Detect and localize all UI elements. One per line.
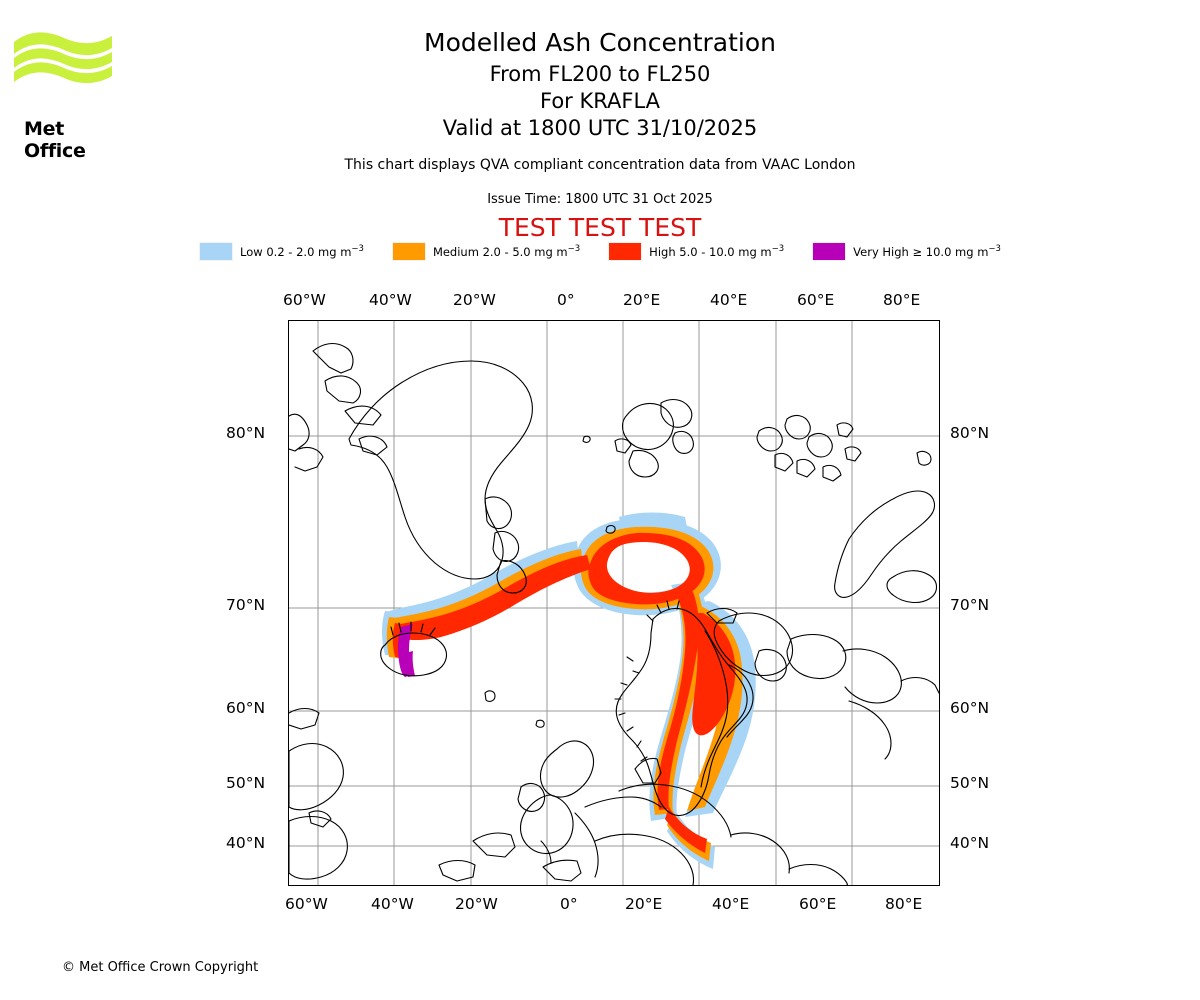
lat-tick-right-60: 60°N [950, 699, 990, 717]
lat-tick-right-40: 40°N [950, 834, 990, 852]
lon-tick-top-3: 0° [557, 291, 575, 309]
lon-tick-bottom-6: 60°E [799, 895, 837, 913]
legend-label-medium: Medium 2.0 - 5.0 mg m−3 [432, 244, 581, 259]
lat-tick-left-40: 40°N [226, 834, 266, 852]
lat-tick-right-50: 50°N [950, 774, 990, 792]
legend-swatch-low [199, 242, 234, 261]
lon-tick-bottom-4: 20°E [625, 895, 663, 913]
flight-level-subtitle: From FL200 to FL250 [489, 62, 711, 86]
legend-label-low: Low 0.2 - 2.0 mg m−3 [240, 244, 364, 259]
met-office-waves-icon [14, 32, 112, 84]
qva-note: This chart displays QVA compliant concen… [344, 157, 856, 173]
lon-tick-top-0: 60°W [283, 291, 326, 309]
legend-item-very-high: Very High ≥ 10.0 mg m−3 [812, 242, 1001, 261]
legend-item-high: High 5.0 - 10.0 mg m−3 [608, 242, 784, 261]
lon-tick-top-4: 20°E [623, 291, 661, 309]
lon-tick-bottom-3: 0° [560, 895, 578, 913]
lon-tick-bottom-5: 40°E [712, 895, 750, 913]
test-banner: TEST TEST TEST [498, 213, 702, 242]
lat-tick-left-60: 60°N [226, 699, 266, 717]
ash-concentration-map [288, 320, 940, 886]
lon-tick-bottom-2: 20°W [455, 895, 498, 913]
map-canvas [289, 321, 939, 885]
legend-swatch-high [608, 242, 643, 261]
map-frame [288, 320, 940, 886]
legend-label-high: High 5.0 - 10.0 mg m−3 [649, 244, 785, 259]
met-office-logo-text: Met Office [24, 118, 86, 162]
lon-tick-top-5: 40°E [710, 291, 748, 309]
lat-tick-right-70: 70°N [950, 596, 990, 614]
lon-tick-bottom-0: 60°W [285, 895, 328, 913]
plume-high-contour [392, 532, 736, 853]
page-title: Modelled Ash Concentration [424, 28, 776, 57]
lat-tick-left-50: 50°N [226, 774, 266, 792]
legend-swatch-medium [391, 242, 426, 261]
lat-tick-right-80: 80°N [950, 424, 990, 442]
copyright-notice: © Met Office Crown Copyright [62, 960, 259, 975]
map-gridlines [289, 321, 939, 885]
ash-plume-contours [382, 512, 756, 869]
lat-tick-left-70: 70°N [226, 596, 266, 614]
lon-tick-top-1: 40°W [369, 291, 412, 309]
lon-tick-bottom-1: 40°W [371, 895, 414, 913]
legend-item-medium: Medium 2.0 - 5.0 mg m−3 [391, 242, 581, 261]
lat-tick-left-80: 80°N [226, 424, 266, 442]
legend-swatch-very-high [812, 242, 847, 261]
lon-tick-bottom-7: 80°E [885, 895, 923, 913]
lon-tick-top-6: 60°E [797, 291, 835, 309]
legend-label-very-high: Very High ≥ 10.0 mg m−3 [853, 244, 1001, 259]
plume-very-high-contour [397, 624, 415, 677]
volcano-subtitle: For KRAFLA [540, 89, 660, 113]
issue-time: Issue Time: 1800 UTC 31 Oct 2025 [487, 192, 713, 207]
coastlines [289, 342, 939, 885]
concentration-legend: Low 0.2 - 2.0 mg m−3 Medium 2.0 - 5.0 mg … [0, 242, 1200, 261]
lon-tick-top-2: 20°W [453, 291, 496, 309]
met-office-logo: Met Office [12, 28, 120, 162]
valid-time-subtitle: Valid at 1800 UTC 31/10/2025 [442, 116, 758, 140]
legend-item-low: Low 0.2 - 2.0 mg m−3 [199, 242, 364, 261]
lon-tick-top-7: 80°E [883, 291, 921, 309]
